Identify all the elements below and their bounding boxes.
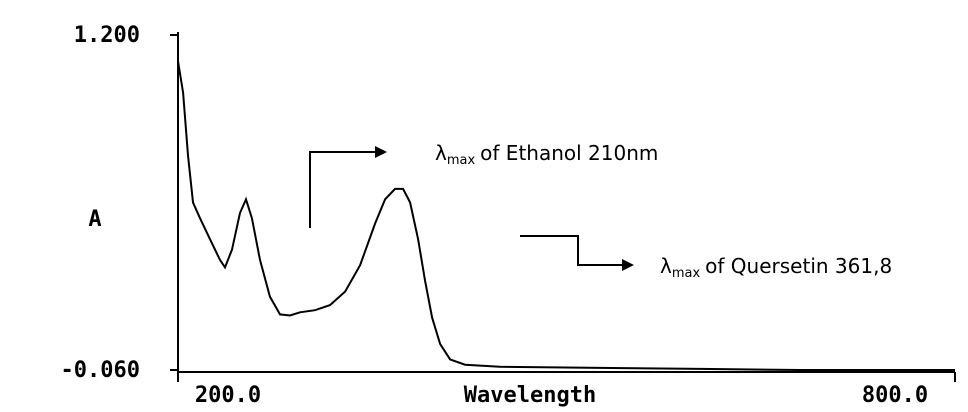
arrows	[309, 151, 622, 266]
y-tick-label: -0.060	[61, 358, 140, 383]
annotation-sub: max	[672, 266, 701, 281]
annotation-symbol: λ	[435, 141, 447, 165]
annotation-text: of Ethanol 210nm	[480, 141, 658, 165]
annotation-text: of Quersetin 361,8	[705, 254, 892, 278]
x-axis-label: Wavelength	[464, 383, 596, 408]
annotation: λmax of Quersetin 361,8	[660, 254, 892, 281]
y-tick-label: 1.200	[74, 23, 140, 48]
arrow	[309, 151, 375, 228]
annotation: λmax of Ethanol 210nm	[435, 141, 658, 168]
x-tick-label: 200.0	[195, 383, 261, 408]
arrow	[520, 235, 622, 266]
annotation-sub: max	[447, 153, 476, 168]
y-axis-label: A	[88, 207, 101, 232]
spectrum-line	[177, 60, 955, 371]
arrowhead	[375, 146, 387, 158]
x-tick-label: 800.0	[862, 383, 928, 408]
arrowhead	[622, 259, 634, 271]
annotation-symbol: λ	[660, 254, 672, 278]
